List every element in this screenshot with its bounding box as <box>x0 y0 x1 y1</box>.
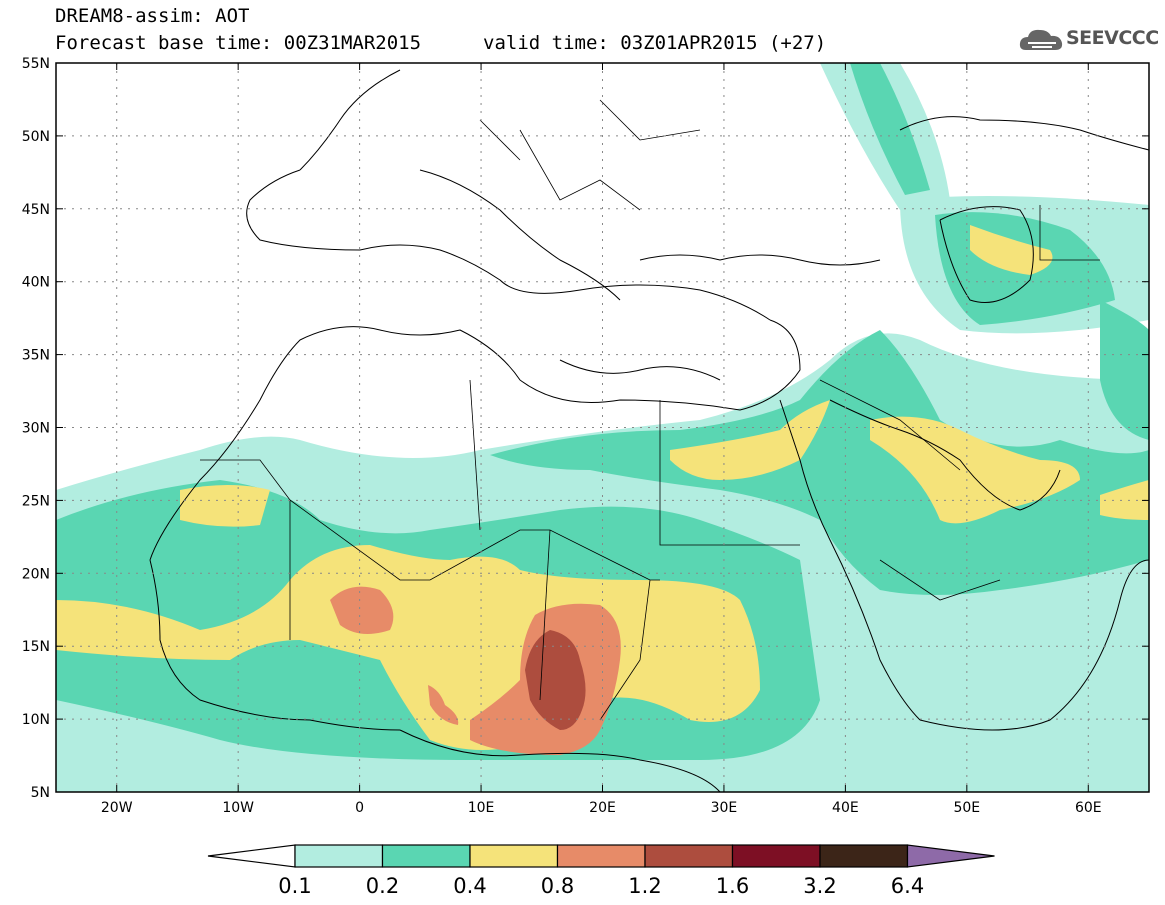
lon-label: 30E <box>711 800 738 816</box>
cloud-icon <box>1019 29 1063 50</box>
lat-label: 55N <box>22 56 50 72</box>
colorbar-swatch <box>644 844 734 868</box>
axis-ticks <box>56 62 1149 793</box>
lon-label: 20W <box>101 800 133 816</box>
lat-label: 25N <box>22 493 50 509</box>
colorbar-swatch <box>556 844 646 868</box>
aot-shading <box>56 63 1149 792</box>
lon-label: 50E <box>953 800 980 816</box>
lat-label: 45N <box>22 202 50 218</box>
lon-label: 40E <box>832 800 859 816</box>
lat-label: 40N <box>22 275 50 291</box>
colorbar-label: 6.4 <box>891 874 924 898</box>
colorbar-swatch <box>294 844 384 868</box>
colorbar-label: 0.4 <box>453 874 486 898</box>
colorbar-swatch <box>381 844 471 868</box>
lon-label: 20E <box>589 800 616 816</box>
country-borders <box>200 99 1100 721</box>
colorbar-label: 0.1 <box>278 874 311 898</box>
coastlines <box>149 69 1149 792</box>
colorbar-label: 1.2 <box>628 874 661 898</box>
lat-label: 50N <box>22 129 50 145</box>
colorbar-label: 0.8 <box>541 874 574 898</box>
lat-label: 5N <box>31 785 50 801</box>
longitude-labels: 20W 10W 0 10E 20E 30E 40E 50E 60E <box>101 800 1102 816</box>
lat-label: 20N <box>22 566 50 582</box>
seevccc-logo: SEEVCCC <box>1018 25 1159 55</box>
valid-time: valid time: 03Z01APR2015 (+27) <box>483 32 827 54</box>
lat-label: 15N <box>22 639 50 655</box>
colorbar-swatch <box>819 844 909 868</box>
lat-label: 35N <box>22 348 50 364</box>
lat-label: 30N <box>22 421 50 437</box>
lon-label: 10E <box>468 800 495 816</box>
colorbar-swatch <box>469 844 559 868</box>
lon-label: 10W <box>222 800 254 816</box>
logo-text: SEEVCCC <box>1066 27 1159 49</box>
latitude-labels: 55N 50N 45N 40N 35N 30N 25N 20N 15N 10N 5N <box>22 56 50 801</box>
aot-band-1-2 <box>525 630 586 730</box>
map-title: DREAM8-assim: AOT <box>55 5 250 27</box>
lon-label: 0 <box>355 800 364 816</box>
colorbar-extend-low <box>207 844 296 868</box>
lon-label: 60E <box>1075 800 1102 816</box>
gridlines <box>56 63 1149 792</box>
colorbar-label: 1.6 <box>716 874 749 898</box>
colorbar-label: 3.2 <box>803 874 836 898</box>
colorbar-swatch <box>731 844 821 868</box>
forecast-base-time: Forecast base time: 00Z31MAR2015 <box>55 32 422 54</box>
lat-label: 10N <box>22 712 50 728</box>
colorbar-extend-high <box>906 844 995 868</box>
colorbar <box>207 844 995 868</box>
colorbar-label: 0.2 <box>366 874 399 898</box>
colorbar-labels: 0.1 0.2 0.4 0.8 1.2 1.6 3.2 6.4 <box>278 874 924 898</box>
